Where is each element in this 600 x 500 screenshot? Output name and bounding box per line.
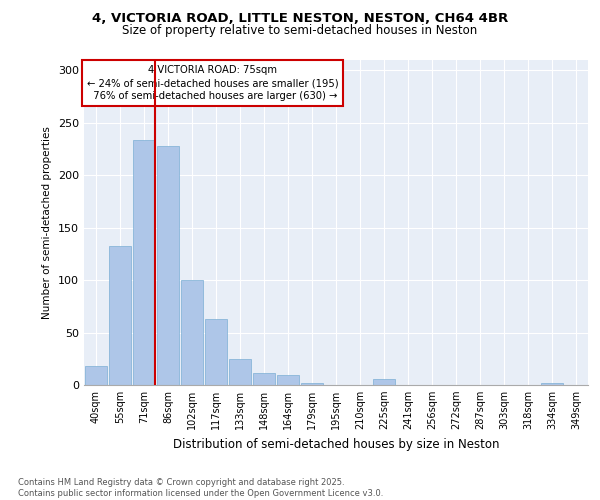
Bar <box>541 383 563 385</box>
Bar <box>373 378 395 385</box>
Bar <box>301 383 323 385</box>
Text: 4, VICTORIA ROAD, LITTLE NESTON, NESTON, CH64 4BR: 4, VICTORIA ROAD, LITTLE NESTON, NESTON,… <box>92 12 508 26</box>
Bar <box>229 359 251 385</box>
Bar <box>253 374 275 385</box>
Bar <box>277 374 299 385</box>
Bar <box>133 140 155 385</box>
Text: Contains HM Land Registry data © Crown copyright and database right 2025.
Contai: Contains HM Land Registry data © Crown c… <box>18 478 383 498</box>
Text: 4 VICTORIA ROAD: 75sqm
← 24% of semi-detached houses are smaller (195)
  76% of : 4 VICTORIA ROAD: 75sqm ← 24% of semi-det… <box>87 65 338 102</box>
Bar <box>181 280 203 385</box>
Bar <box>109 246 131 385</box>
Bar <box>157 146 179 385</box>
Bar <box>205 319 227 385</box>
X-axis label: Distribution of semi-detached houses by size in Neston: Distribution of semi-detached houses by … <box>173 438 499 450</box>
Text: Size of property relative to semi-detached houses in Neston: Size of property relative to semi-detach… <box>122 24 478 37</box>
Bar <box>85 366 107 385</box>
Y-axis label: Number of semi-detached properties: Number of semi-detached properties <box>43 126 52 319</box>
